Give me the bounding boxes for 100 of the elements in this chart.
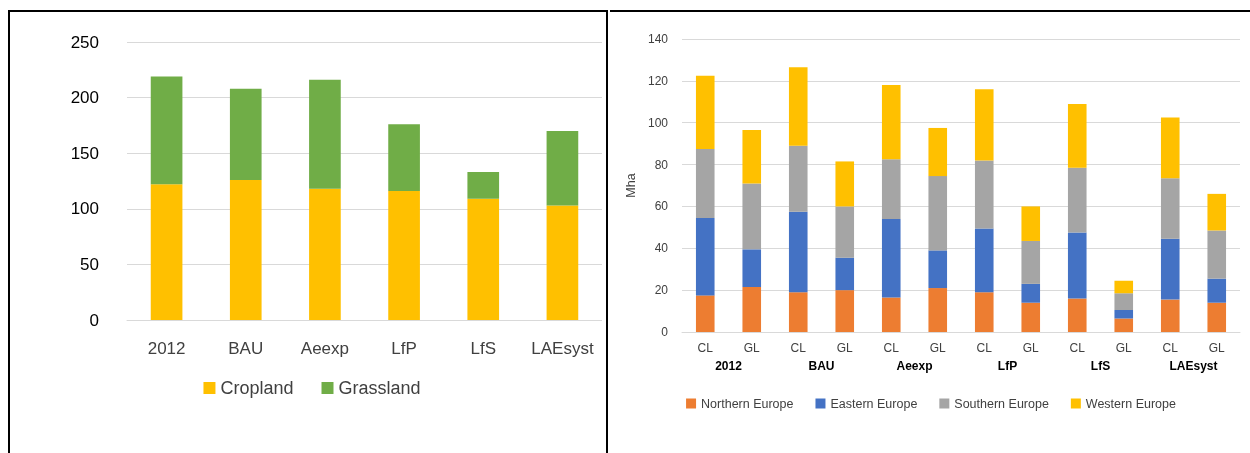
- bar: [150, 184, 183, 320]
- bar: [835, 206, 855, 258]
- x-tick-label: LAEsyst: [531, 339, 594, 358]
- bar: [1160, 117, 1180, 179]
- bar: [1114, 318, 1134, 332]
- x-tick-label: 2012: [147, 339, 186, 358]
- text: Aeexp: [896, 359, 933, 373]
- y-tick-label: 250: [70, 32, 99, 52]
- bar: [974, 160, 994, 229]
- bar: [1114, 310, 1134, 319]
- bar: [742, 183, 762, 250]
- y-tick-label: 140: [647, 32, 669, 46]
- bar: [1067, 298, 1087, 332]
- bar: [835, 257, 855, 291]
- bar: [1021, 240, 1041, 284]
- bar: [150, 76, 183, 185]
- bar: [835, 290, 855, 332]
- text: 2012: [715, 359, 743, 373]
- bar: [1160, 238, 1180, 300]
- bar: [546, 205, 579, 320]
- bar: [467, 172, 500, 199]
- text: LfS: [1090, 359, 1111, 373]
- bar: [1067, 167, 1087, 233]
- legend-label: Grassland: [338, 378, 421, 398]
- bar: [388, 191, 420, 320]
- bar: [928, 176, 948, 251]
- bar: [928, 127, 948, 177]
- y-tick-label: 120: [647, 73, 669, 88]
- x-tick-label: CL: [883, 341, 900, 355]
- text: LfP: [997, 359, 1018, 373]
- bar: [695, 75, 715, 149]
- bar: [835, 161, 855, 207]
- bar: [1160, 299, 1180, 332]
- bar: [742, 287, 762, 332]
- bar: [928, 250, 948, 289]
- bar: [1114, 293, 1134, 311]
- bar: [309, 188, 341, 320]
- x-tick-label: LfP: [391, 339, 417, 358]
- bar: [388, 124, 420, 192]
- bar: [788, 145, 808, 212]
- x-tick-label: GL: [1022, 341, 1040, 355]
- bar: [974, 89, 994, 161]
- x-tick-label: BAU: [228, 339, 264, 358]
- y-tick-label: 0: [89, 310, 99, 330]
- y-tick-label: 0: [661, 325, 669, 339]
- bar: [1067, 232, 1087, 299]
- bar: [1021, 283, 1041, 303]
- bar: [742, 249, 762, 287]
- y-axis-title: Mha: [623, 173, 638, 198]
- x-tick-label: GL: [836, 341, 854, 355]
- x-tick-label: CL: [976, 341, 993, 355]
- bar: [881, 85, 901, 160]
- bar: [1160, 178, 1180, 239]
- x-tick-label: Aeexp: [300, 339, 350, 358]
- bar: [1207, 278, 1227, 303]
- bar: [1207, 302, 1227, 332]
- text: LAEsyst: [1169, 359, 1218, 373]
- y-tick-label: 100: [647, 115, 669, 130]
- bar: [546, 130, 579, 206]
- x-tick-label: GL: [1115, 341, 1133, 355]
- bar: [1021, 206, 1041, 241]
- bar: [788, 67, 808, 146]
- y-tick-label: 40: [654, 241, 669, 256]
- y-tick-label: 50: [80, 254, 99, 274]
- y-tick-label: 80: [654, 157, 669, 172]
- legend-label: Northern Europe: [701, 396, 794, 411]
- bar: [742, 130, 762, 184]
- legend-label: Southern Europe: [954, 396, 1049, 411]
- bar: [1021, 302, 1041, 332]
- bar: [695, 148, 715, 218]
- y-tick-label: 150: [70, 143, 99, 163]
- bar: [881, 297, 901, 332]
- text: BAU: [808, 359, 835, 373]
- x-tick-label: CL: [1162, 341, 1179, 355]
- legend-label: Eastern Europe: [830, 396, 918, 411]
- x-tick-label: GL: [743, 341, 761, 355]
- x-tick-label: GL: [1208, 341, 1226, 355]
- legend-label: Western Europe: [1085, 396, 1176, 411]
- bar: [309, 79, 341, 189]
- bar: [229, 88, 262, 180]
- bar: [974, 228, 994, 293]
- bar: [1207, 230, 1227, 279]
- y-tick-label: 20: [654, 283, 669, 298]
- y-tick-label: 100: [70, 199, 99, 219]
- y-tick-label: 200: [70, 88, 99, 108]
- bar: [1067, 103, 1087, 168]
- bar: [928, 288, 948, 332]
- bar: [229, 179, 262, 320]
- x-tick-label: CL: [790, 341, 807, 355]
- bar: [695, 295, 715, 332]
- bar: [1114, 280, 1134, 294]
- legend-label: Cropland: [220, 378, 294, 398]
- x-tick-label: LfS: [470, 339, 497, 358]
- bar: [788, 211, 808, 293]
- bar: [1207, 193, 1227, 231]
- x-tick-label: CL: [1069, 341, 1086, 355]
- bar: [695, 217, 715, 296]
- bar: [881, 218, 901, 298]
- x-tick-label: GL: [929, 341, 947, 355]
- x-tick-label: CL: [697, 341, 714, 355]
